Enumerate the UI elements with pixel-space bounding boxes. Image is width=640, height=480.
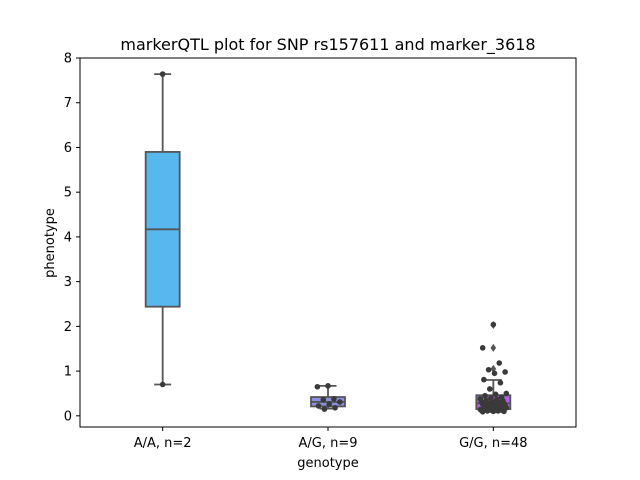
data-point	[501, 408, 507, 415]
strip-points-3	[477, 321, 510, 415]
data-point	[332, 404, 338, 411]
data-point	[486, 386, 493, 392]
data-point	[491, 370, 498, 377]
x-axis-label: genotype	[297, 456, 358, 471]
data-point	[326, 401, 332, 407]
y-tick-label: 1	[64, 365, 72, 380]
y-tick-label: 5	[64, 186, 72, 201]
data-point	[490, 321, 497, 328]
data-point	[325, 383, 331, 389]
data-point	[495, 408, 501, 414]
y-tick-label: 6	[64, 141, 72, 156]
y-tick-label: 2	[64, 320, 72, 335]
data-point	[503, 390, 510, 397]
data-point	[321, 406, 328, 412]
y-tick-label: 0	[64, 409, 72, 424]
data-point	[492, 391, 499, 398]
x-tick-label: A/G, n=9	[298, 436, 357, 451]
data-point	[320, 396, 327, 403]
strip-points-1	[159, 71, 166, 388]
data-point	[331, 396, 337, 402]
x-tick-label: A/A, n=2	[134, 436, 192, 451]
data-point	[481, 376, 487, 383]
data-point	[485, 366, 492, 373]
data-point	[497, 379, 504, 386]
strip-points-2	[314, 383, 343, 412]
data-point	[502, 369, 508, 375]
outlier-marker	[490, 343, 497, 352]
y-tick-label: 7	[64, 96, 72, 111]
data-point	[496, 360, 503, 366]
data-point	[490, 408, 497, 415]
data-point	[315, 403, 322, 409]
y-axis: 0 1 2 3 4 5 6 7 8	[64, 52, 80, 424]
plot-area	[144, 71, 512, 415]
y-tick-label: 3	[64, 275, 72, 290]
data-point	[159, 71, 166, 77]
data-point	[337, 399, 343, 405]
x-tick-label: G/G, n=48	[459, 436, 527, 451]
box-1	[144, 73, 181, 386]
data-point	[484, 408, 491, 414]
data-point	[482, 392, 488, 399]
data-point	[314, 383, 321, 390]
y-tick-label: 8	[64, 52, 72, 67]
chart-title: markerQTL plot for SNP rs157611 and mark…	[120, 35, 535, 55]
data-point	[479, 408, 486, 415]
y-axis-label: phenotype	[43, 208, 58, 278]
data-point	[159, 381, 166, 388]
x-axis: A/A, n=2 A/G, n=9 G/G, n=48	[134, 427, 528, 451]
y-tick-label: 4	[64, 230, 72, 245]
data-point	[479, 345, 486, 351]
